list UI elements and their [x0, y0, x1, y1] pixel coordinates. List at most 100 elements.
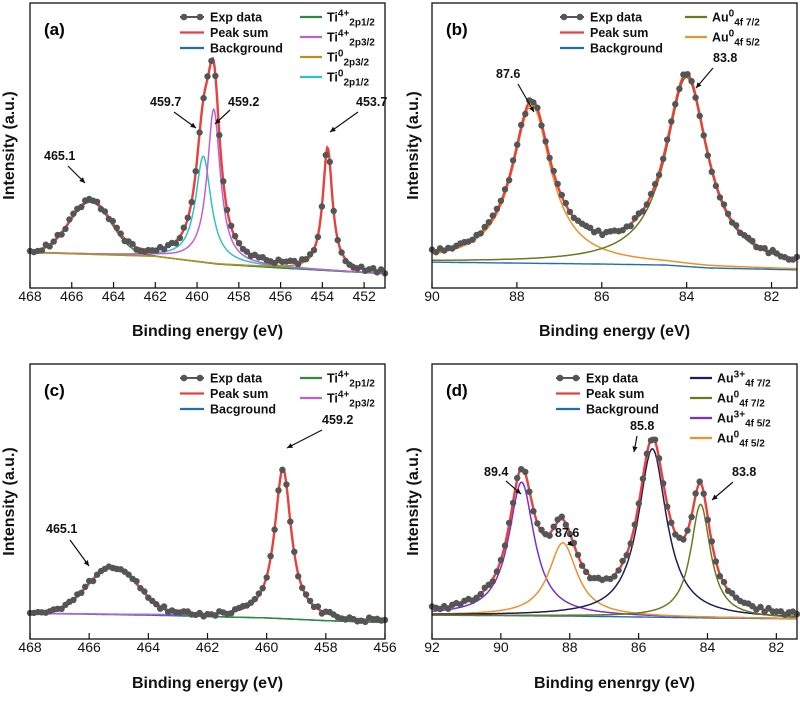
exp-data-point: [228, 222, 235, 229]
arrow-head: [330, 126, 336, 132]
exp-data-point: [204, 73, 211, 80]
legend-label: Peak sum: [210, 387, 268, 401]
x-tick-label: 462: [196, 639, 220, 655]
legend-item-ti4_2p12: Ti4+2p1/2: [300, 9, 375, 29]
exp-data-point: [212, 72, 219, 80]
exp-data-point: [655, 455, 663, 462]
exp-data-point: [133, 578, 140, 585]
legend-item-exp: Exp data: [560, 11, 643, 25]
exp-data-point: [668, 118, 675, 125]
exp-data-point: [310, 246, 318, 254]
panel-label: (d): [446, 381, 468, 400]
exp-data-point: [338, 249, 345, 256]
legend-label: Ti4+2p3/2: [327, 29, 375, 49]
exp-data-point: [302, 256, 310, 263]
legend-item-sum: Peak sum: [180, 387, 268, 401]
exp-data-point: [93, 198, 101, 205]
arrow-head: [712, 494, 718, 500]
exp-data-point: [562, 199, 569, 207]
exp-data-point: [370, 265, 377, 272]
exp-data-point: [275, 487, 282, 494]
exp-data-point: [619, 227, 626, 234]
exp-data-point: [530, 508, 537, 515]
exp-data-point: [558, 513, 565, 520]
arrow-head: [190, 122, 196, 128]
legend-label: Au04f 5/2: [717, 430, 765, 450]
exp-data-point: [70, 596, 77, 604]
peak-annotation: 89.4: [484, 465, 522, 495]
exp-data-point: [82, 583, 89, 590]
exp-data-point: [712, 182, 720, 190]
exp-data-point: [623, 552, 630, 559]
exp-data-point: [78, 203, 85, 211]
chart-panel-a: 468 466 464 462 460 458 456 454 452 Binding energ…: [1, 2, 389, 340]
chart-panel-b: 90 88 86 84 82 Binding energy (eV) Intensity (…: [405, 2, 800, 340]
x-tick-label: 90: [424, 288, 440, 304]
exp-data-point: [322, 151, 329, 159]
exp-data-point: [550, 523, 557, 530]
arrow-head: [529, 106, 534, 112]
exp-data-point: [172, 240, 180, 247]
legend-item-ti4_2p32: Ti4+2p3/2: [300, 29, 375, 49]
exp-data-point: [212, 612, 219, 619]
exp-data-point: [680, 536, 687, 543]
exp-data-point: [362, 618, 369, 625]
exp-data-point: [704, 516, 711, 523]
exp-data-point: [708, 538, 715, 545]
exp-data-point: [287, 518, 294, 525]
legend-label: Au04f 7/2: [717, 390, 765, 410]
peak-annotation-label: 83.8: [732, 465, 756, 479]
peak-annotation: 465.1: [46, 522, 90, 567]
x-tick-label: 468: [18, 639, 42, 655]
legend-label: Au3+4f 5/2: [717, 410, 771, 430]
exp-data-point: [615, 567, 622, 574]
exp-data-point: [696, 478, 703, 485]
x-tick-label: 92: [424, 639, 440, 655]
x-tick-label: 88: [562, 639, 578, 655]
exp-data-point: [295, 261, 302, 268]
legend-marker: [180, 374, 188, 382]
exp-data-point: [554, 180, 561, 188]
x-tick-label: 82: [764, 288, 780, 304]
exp-data-point: [302, 591, 310, 598]
x-tick-label: 90: [493, 639, 509, 655]
exp-data-point: [664, 136, 671, 143]
exp-data-point: [716, 573, 724, 580]
exp-data-point: [716, 194, 724, 201]
legend-item-au0_4f72: Au04f 7/2: [690, 390, 765, 410]
exp-data-point: [299, 584, 306, 591]
exp-data-point: [188, 198, 195, 206]
peak-annotation: 83.8: [711, 465, 756, 501]
exp-data-point: [530, 99, 537, 106]
exp-data-point: [377, 266, 385, 273]
exp-data-point: [558, 191, 565, 199]
exp-data-point: [728, 590, 736, 597]
exp-data-point: [306, 597, 314, 605]
exp-data-point: [101, 208, 109, 215]
exp-data-point: [216, 131, 223, 139]
exp-data-point: [477, 230, 484, 237]
legend-item-au0_4f72: Au04f 7/2: [685, 9, 760, 29]
peak-annotation: 85.8: [630, 419, 654, 453]
exp-data-point: [542, 138, 549, 145]
exp-data-point: [631, 521, 638, 528]
legend-item-au0_4f52: Au04f 5/2: [685, 29, 760, 49]
exp-data-point: [160, 246, 168, 253]
x-axis-label: Binding energy (eV): [132, 323, 283, 340]
exp-data-point: [660, 155, 667, 162]
legend-item-bg: Background: [180, 42, 283, 56]
exp-data-point: [684, 71, 691, 78]
x-tick-label: 86: [594, 288, 610, 304]
legend-label: Background: [590, 42, 663, 56]
exp-data-point: [720, 201, 728, 208]
legend-label: Peak sum: [590, 26, 648, 40]
chart-panel-c: 468 466 464 462 460 458 456 Binding energy (eV)…: [1, 363, 397, 692]
legend-label: Ti4+2p3/2: [327, 390, 375, 410]
arrow-head: [632, 446, 638, 452]
x-tick-label: 454: [311, 288, 335, 304]
x-axis-label: Binding energy (eV): [539, 323, 690, 340]
exp-data-point: [534, 520, 541, 527]
x-tick-label: 84: [700, 639, 716, 655]
x-tick-label: 460: [255, 639, 279, 655]
exp-data-point: [672, 101, 679, 108]
